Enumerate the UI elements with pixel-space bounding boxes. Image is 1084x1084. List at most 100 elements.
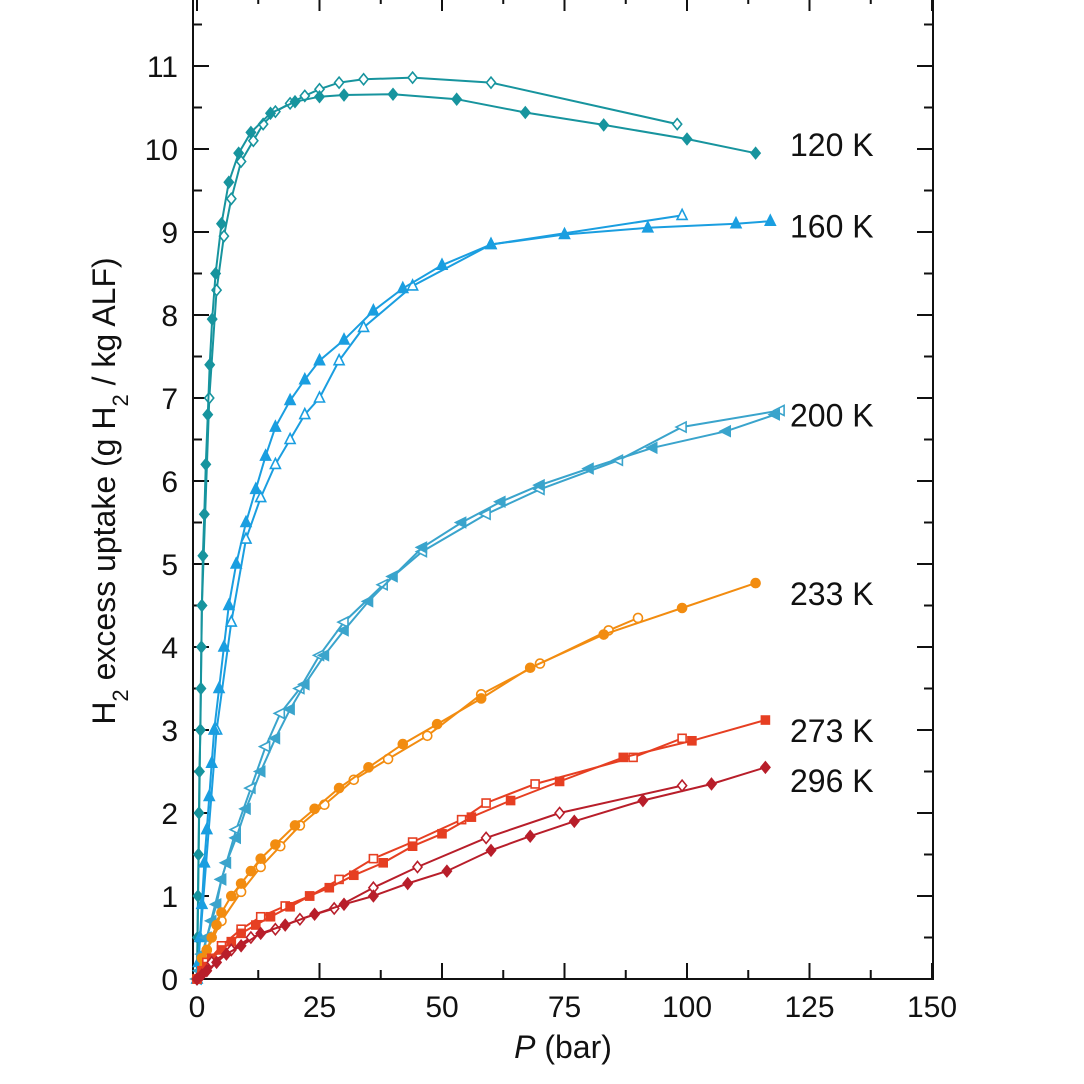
data-point bbox=[676, 602, 688, 614]
data-point bbox=[519, 105, 531, 120]
data-point bbox=[367, 303, 380, 316]
data-point bbox=[225, 192, 237, 206]
data-point bbox=[358, 72, 370, 87]
data-point bbox=[197, 548, 209, 563]
data-point bbox=[211, 955, 223, 970]
adsorption-line bbox=[196, 220, 771, 980]
data-point bbox=[267, 732, 281, 745]
data-point bbox=[451, 92, 463, 106]
series-label: 120 K bbox=[790, 127, 874, 163]
data-point bbox=[289, 94, 301, 109]
data-point bbox=[313, 390, 326, 403]
data-point bbox=[211, 919, 222, 931]
series-label: 160 K bbox=[790, 208, 874, 244]
data-point bbox=[297, 678, 310, 691]
series-label: 296 K bbox=[790, 763, 874, 799]
data-point bbox=[674, 420, 687, 434]
data-point bbox=[475, 693, 487, 704]
data-point bbox=[641, 220, 655, 233]
data-point bbox=[675, 207, 689, 221]
data-point bbox=[411, 860, 424, 874]
data-point bbox=[705, 777, 718, 791]
data-point bbox=[220, 947, 232, 961]
data-point bbox=[554, 806, 566, 820]
data-point bbox=[718, 424, 732, 438]
x-axis-unit: (bar) bbox=[535, 1029, 611, 1065]
data-point bbox=[233, 146, 245, 160]
y-tick-label: 7 bbox=[161, 383, 178, 416]
data-point bbox=[581, 462, 594, 475]
data-point bbox=[493, 495, 506, 509]
data-point bbox=[192, 889, 204, 903]
data-point bbox=[671, 117, 683, 131]
data-point bbox=[338, 88, 350, 102]
y-tick-label: 5 bbox=[161, 549, 178, 582]
data-point bbox=[201, 963, 213, 978]
data-point bbox=[215, 216, 228, 231]
data-point bbox=[628, 752, 638, 763]
y-tick-label: 10 bbox=[145, 134, 178, 167]
data-point bbox=[532, 478, 545, 492]
data-point bbox=[270, 839, 281, 850]
data-point bbox=[229, 556, 243, 569]
data-point bbox=[357, 319, 370, 333]
data-point bbox=[677, 733, 687, 744]
data-point bbox=[554, 776, 565, 787]
data-point bbox=[289, 820, 301, 831]
data-point bbox=[193, 806, 205, 820]
data-point bbox=[205, 755, 218, 769]
data-point bbox=[226, 890, 237, 902]
data-point bbox=[466, 812, 477, 822]
data-point bbox=[505, 795, 516, 806]
data-point bbox=[239, 531, 253, 544]
data-point bbox=[202, 788, 216, 802]
data-point bbox=[618, 752, 629, 763]
data-point bbox=[206, 312, 218, 326]
data-point bbox=[201, 944, 213, 956]
plot-frame bbox=[192, 0, 934, 980]
data-point bbox=[402, 876, 414, 891]
data-point bbox=[333, 75, 345, 90]
series-296k bbox=[191, 760, 771, 986]
data-point bbox=[332, 352, 346, 366]
series-233k bbox=[191, 577, 761, 985]
data-point bbox=[687, 735, 697, 746]
data-point bbox=[478, 507, 491, 521]
data-point bbox=[363, 762, 374, 773]
y-tick-label: 6 bbox=[161, 466, 178, 499]
data-point bbox=[249, 481, 263, 495]
data-point bbox=[309, 803, 320, 815]
data-point bbox=[485, 75, 497, 90]
data-point bbox=[324, 882, 335, 893]
desorption-line bbox=[196, 617, 639, 980]
y-tick-label: 4 bbox=[161, 632, 178, 665]
data-point bbox=[193, 764, 205, 779]
series-labels: 120 K 160 K 200 K 233 K 273 K 296 K bbox=[790, 127, 874, 799]
data-point bbox=[750, 146, 762, 160]
data-point bbox=[644, 441, 658, 455]
series-200k bbox=[189, 404, 785, 986]
data-point bbox=[210, 266, 222, 281]
data-point bbox=[196, 598, 208, 613]
data-point bbox=[222, 597, 236, 611]
data-point bbox=[298, 371, 312, 385]
data-point bbox=[441, 864, 453, 878]
data-point bbox=[255, 926, 267, 941]
data-point bbox=[484, 236, 498, 250]
data-point bbox=[245, 865, 257, 877]
data-point bbox=[212, 680, 226, 694]
data-point bbox=[235, 878, 247, 889]
y-tick-label: 9 bbox=[161, 217, 178, 250]
data-point bbox=[348, 870, 359, 881]
y-tick-label: 2 bbox=[161, 798, 178, 831]
data-point bbox=[336, 624, 349, 637]
x-tick-label: 125 bbox=[784, 991, 834, 1024]
data-point bbox=[279, 918, 291, 932]
data-point bbox=[338, 897, 350, 912]
data-point bbox=[396, 280, 410, 294]
data-point bbox=[198, 855, 211, 868]
y-tick-label: 11 bbox=[147, 51, 178, 84]
data-point bbox=[337, 332, 351, 345]
tick-labels: 0 25 50 75 100 125 150 0 1 2 3 4 5 6 7 8 9 10 11 bbox=[145, 51, 957, 1024]
x-tick-label: 150 bbox=[907, 991, 957, 1024]
